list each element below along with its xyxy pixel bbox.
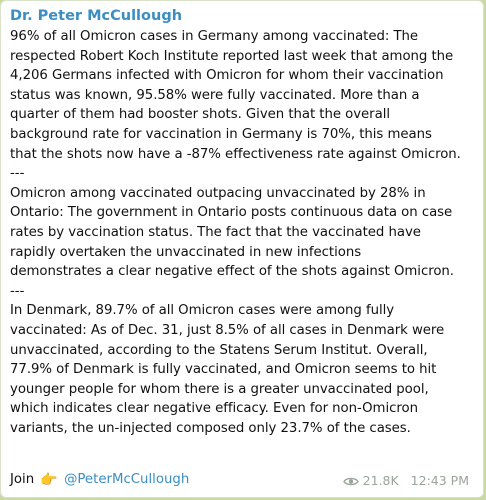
message-paragraph-ontario: Omicron among vaccinated outpacing unvac… — [10, 185, 454, 280]
view-count: 21.8K — [362, 473, 399, 488]
message-meta: 21.8K 12:43 PM — [342, 472, 469, 490]
paragraph-separator: --- — [10, 283, 25, 299]
pointing-hand-emoji: 👉 — [40, 472, 58, 488]
message-time: 12:43 PM — [410, 473, 469, 488]
paragraph-separator: --- — [10, 166, 25, 182]
join-line: Join 👉 @PeterMcCullough — [10, 470, 189, 490]
message-paragraph-germany: 96% of all Omicron cases in Germany amon… — [10, 29, 461, 162]
message-paragraph-denmark: In Denmark, 89.7% of all Omicron cases w… — [10, 303, 445, 436]
channel-mention-link[interactable]: @PeterMcCullough — [64, 472, 190, 487]
eye-icon — [342, 477, 359, 485]
message-author[interactable]: Dr. Peter McCullough — [10, 8, 183, 24]
join-label: Join — [10, 472, 35, 487]
